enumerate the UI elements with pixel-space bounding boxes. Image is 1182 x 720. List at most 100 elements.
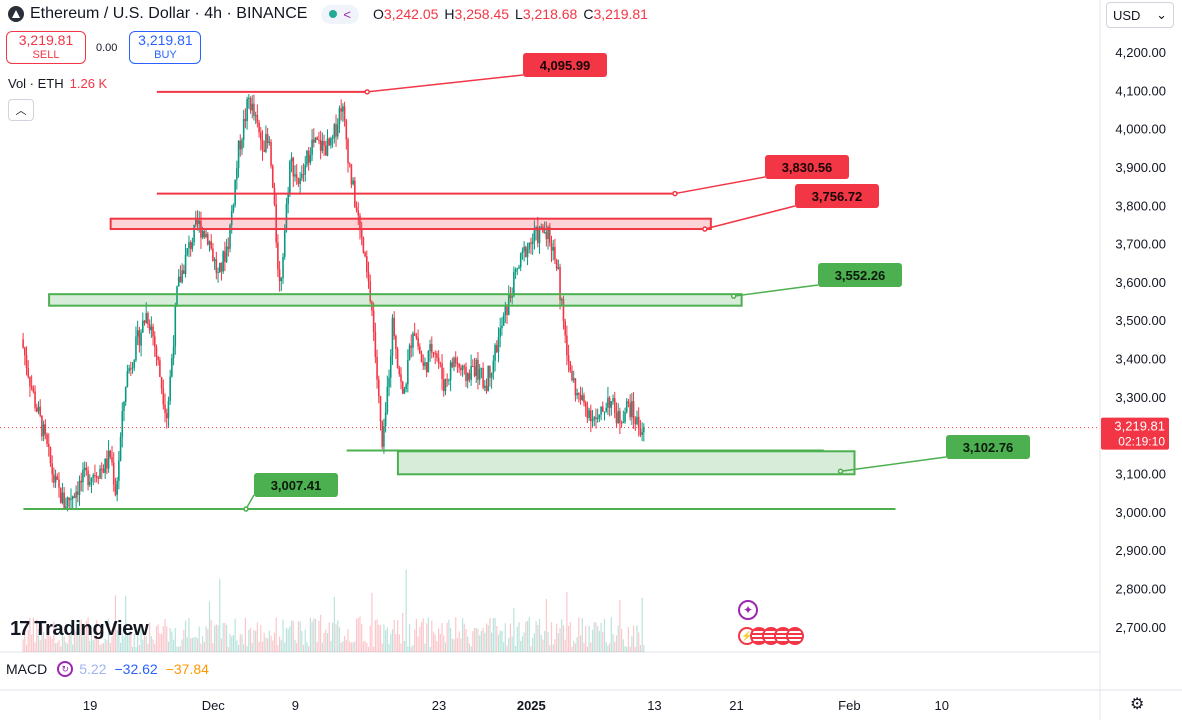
sell-button[interactable]: 3,219.81 SELL (6, 31, 86, 64)
candle-body (174, 305, 177, 347)
candle-body (186, 248, 189, 255)
x-tick-label: 9 (292, 698, 299, 713)
price-callout[interactable] (523, 53, 607, 77)
price-callout[interactable] (795, 184, 879, 208)
candle-body (552, 246, 554, 251)
candle-body (461, 365, 464, 371)
candle-body (554, 246, 556, 260)
candle-body (557, 267, 560, 269)
volume-bar (39, 640, 41, 652)
tradingview-logo[interactable]: 17 TradingView (10, 618, 149, 641)
green-zone[interactable] (48, 293, 743, 307)
volume-legend[interactable]: Vol · ETH 1.26 K (8, 76, 107, 91)
share-icon[interactable]: < (343, 6, 352, 22)
candle-body (620, 422, 623, 424)
candle-body (22, 339, 24, 348)
candle-body (326, 138, 329, 156)
refresh-icon[interactable]: ↻ (57, 661, 74, 677)
volume-bar (113, 623, 115, 652)
us-flag-icon[interactable] (786, 627, 804, 645)
volume-bar (343, 636, 346, 652)
sparkle-icon[interactable]: ✦ (738, 600, 758, 620)
gear-icon[interactable]: ⚙ (1130, 696, 1145, 713)
volume-bar (460, 638, 462, 652)
candle-body (189, 242, 192, 249)
candle-body (526, 248, 529, 257)
candle-body (412, 333, 414, 348)
candle-body (514, 269, 517, 272)
candle-body (208, 241, 211, 245)
price-callout-label: 3,102.76 (963, 440, 1014, 455)
volume-bar (106, 640, 108, 652)
candle-body (436, 353, 438, 358)
candle-body (148, 324, 151, 331)
candle-body (311, 139, 313, 155)
candle-body (95, 475, 98, 478)
volume-bar (468, 643, 471, 652)
volume-bar (439, 633, 441, 652)
macd-legend[interactable]: MACD ↻ 5.22 −32.62 −37.84 (6, 661, 209, 677)
volume-bar (191, 637, 193, 652)
candle-body (75, 491, 77, 498)
candle-body (128, 368, 130, 371)
volume-bar (528, 617, 530, 652)
volume-bar (408, 623, 411, 652)
red-zone[interactable] (109, 217, 712, 231)
candle-body (49, 446, 52, 464)
y-tick-label: 4,100.00 (1115, 83, 1166, 98)
symbol-title[interactable]: Ethereum / U.S. Dollar · 4h · BINANCE (30, 5, 308, 22)
currency-select[interactable]: USD ⌄ (1106, 2, 1174, 28)
volume-bar (135, 646, 137, 652)
volume-bar (591, 629, 594, 652)
candle-body (336, 124, 339, 137)
candle-body (547, 226, 549, 240)
candle-body (133, 360, 136, 368)
candle-body (632, 401, 635, 419)
candle-body (509, 294, 512, 298)
candle-body (482, 367, 484, 388)
volume-bar (492, 618, 494, 652)
candle-body (434, 353, 437, 355)
volume-bar (426, 623, 428, 652)
candle-body (504, 306, 507, 316)
volume-bar (422, 618, 424, 652)
volume-bar (636, 625, 638, 652)
volume-bar (179, 646, 182, 652)
candle-body (446, 379, 448, 381)
economic-events[interactable]: ⚡ (738, 627, 804, 645)
candle-body (483, 385, 486, 388)
volume-bar (174, 627, 176, 652)
price-callout[interactable] (818, 263, 902, 287)
volume-bar (424, 643, 426, 652)
volume-bar (579, 635, 582, 652)
volume-bar (37, 628, 40, 652)
candle-body (256, 115, 259, 123)
volume-bar (578, 617, 580, 652)
price-callout[interactable] (946, 435, 1030, 459)
volume-bar (107, 618, 110, 652)
candle-body (164, 404, 166, 414)
green-zone[interactable] (396, 450, 856, 476)
volume-bar (102, 643, 105, 652)
x-tick-label: 19 (83, 698, 97, 713)
volume-bar (43, 632, 45, 652)
volume-bar (190, 638, 192, 652)
volume-bar (301, 630, 303, 652)
price-callout-label: 4,095.99 (540, 58, 591, 73)
candle-body (335, 124, 337, 137)
candle-body (571, 370, 573, 381)
collapse-button[interactable]: ︿ (8, 99, 34, 121)
volume-bar (44, 639, 46, 652)
market-status[interactable]: < (321, 4, 360, 24)
buy-button[interactable]: 3,219.81 BUY (129, 31, 202, 64)
candle-body (123, 401, 125, 411)
candle-body (360, 228, 363, 238)
candle-body (94, 475, 96, 477)
price-callout[interactable] (765, 155, 849, 179)
volume-bar (65, 642, 67, 652)
volume-bar (417, 636, 419, 652)
candle-body (405, 384, 407, 390)
volume-bar (617, 625, 619, 652)
price-callout[interactable] (254, 473, 338, 497)
